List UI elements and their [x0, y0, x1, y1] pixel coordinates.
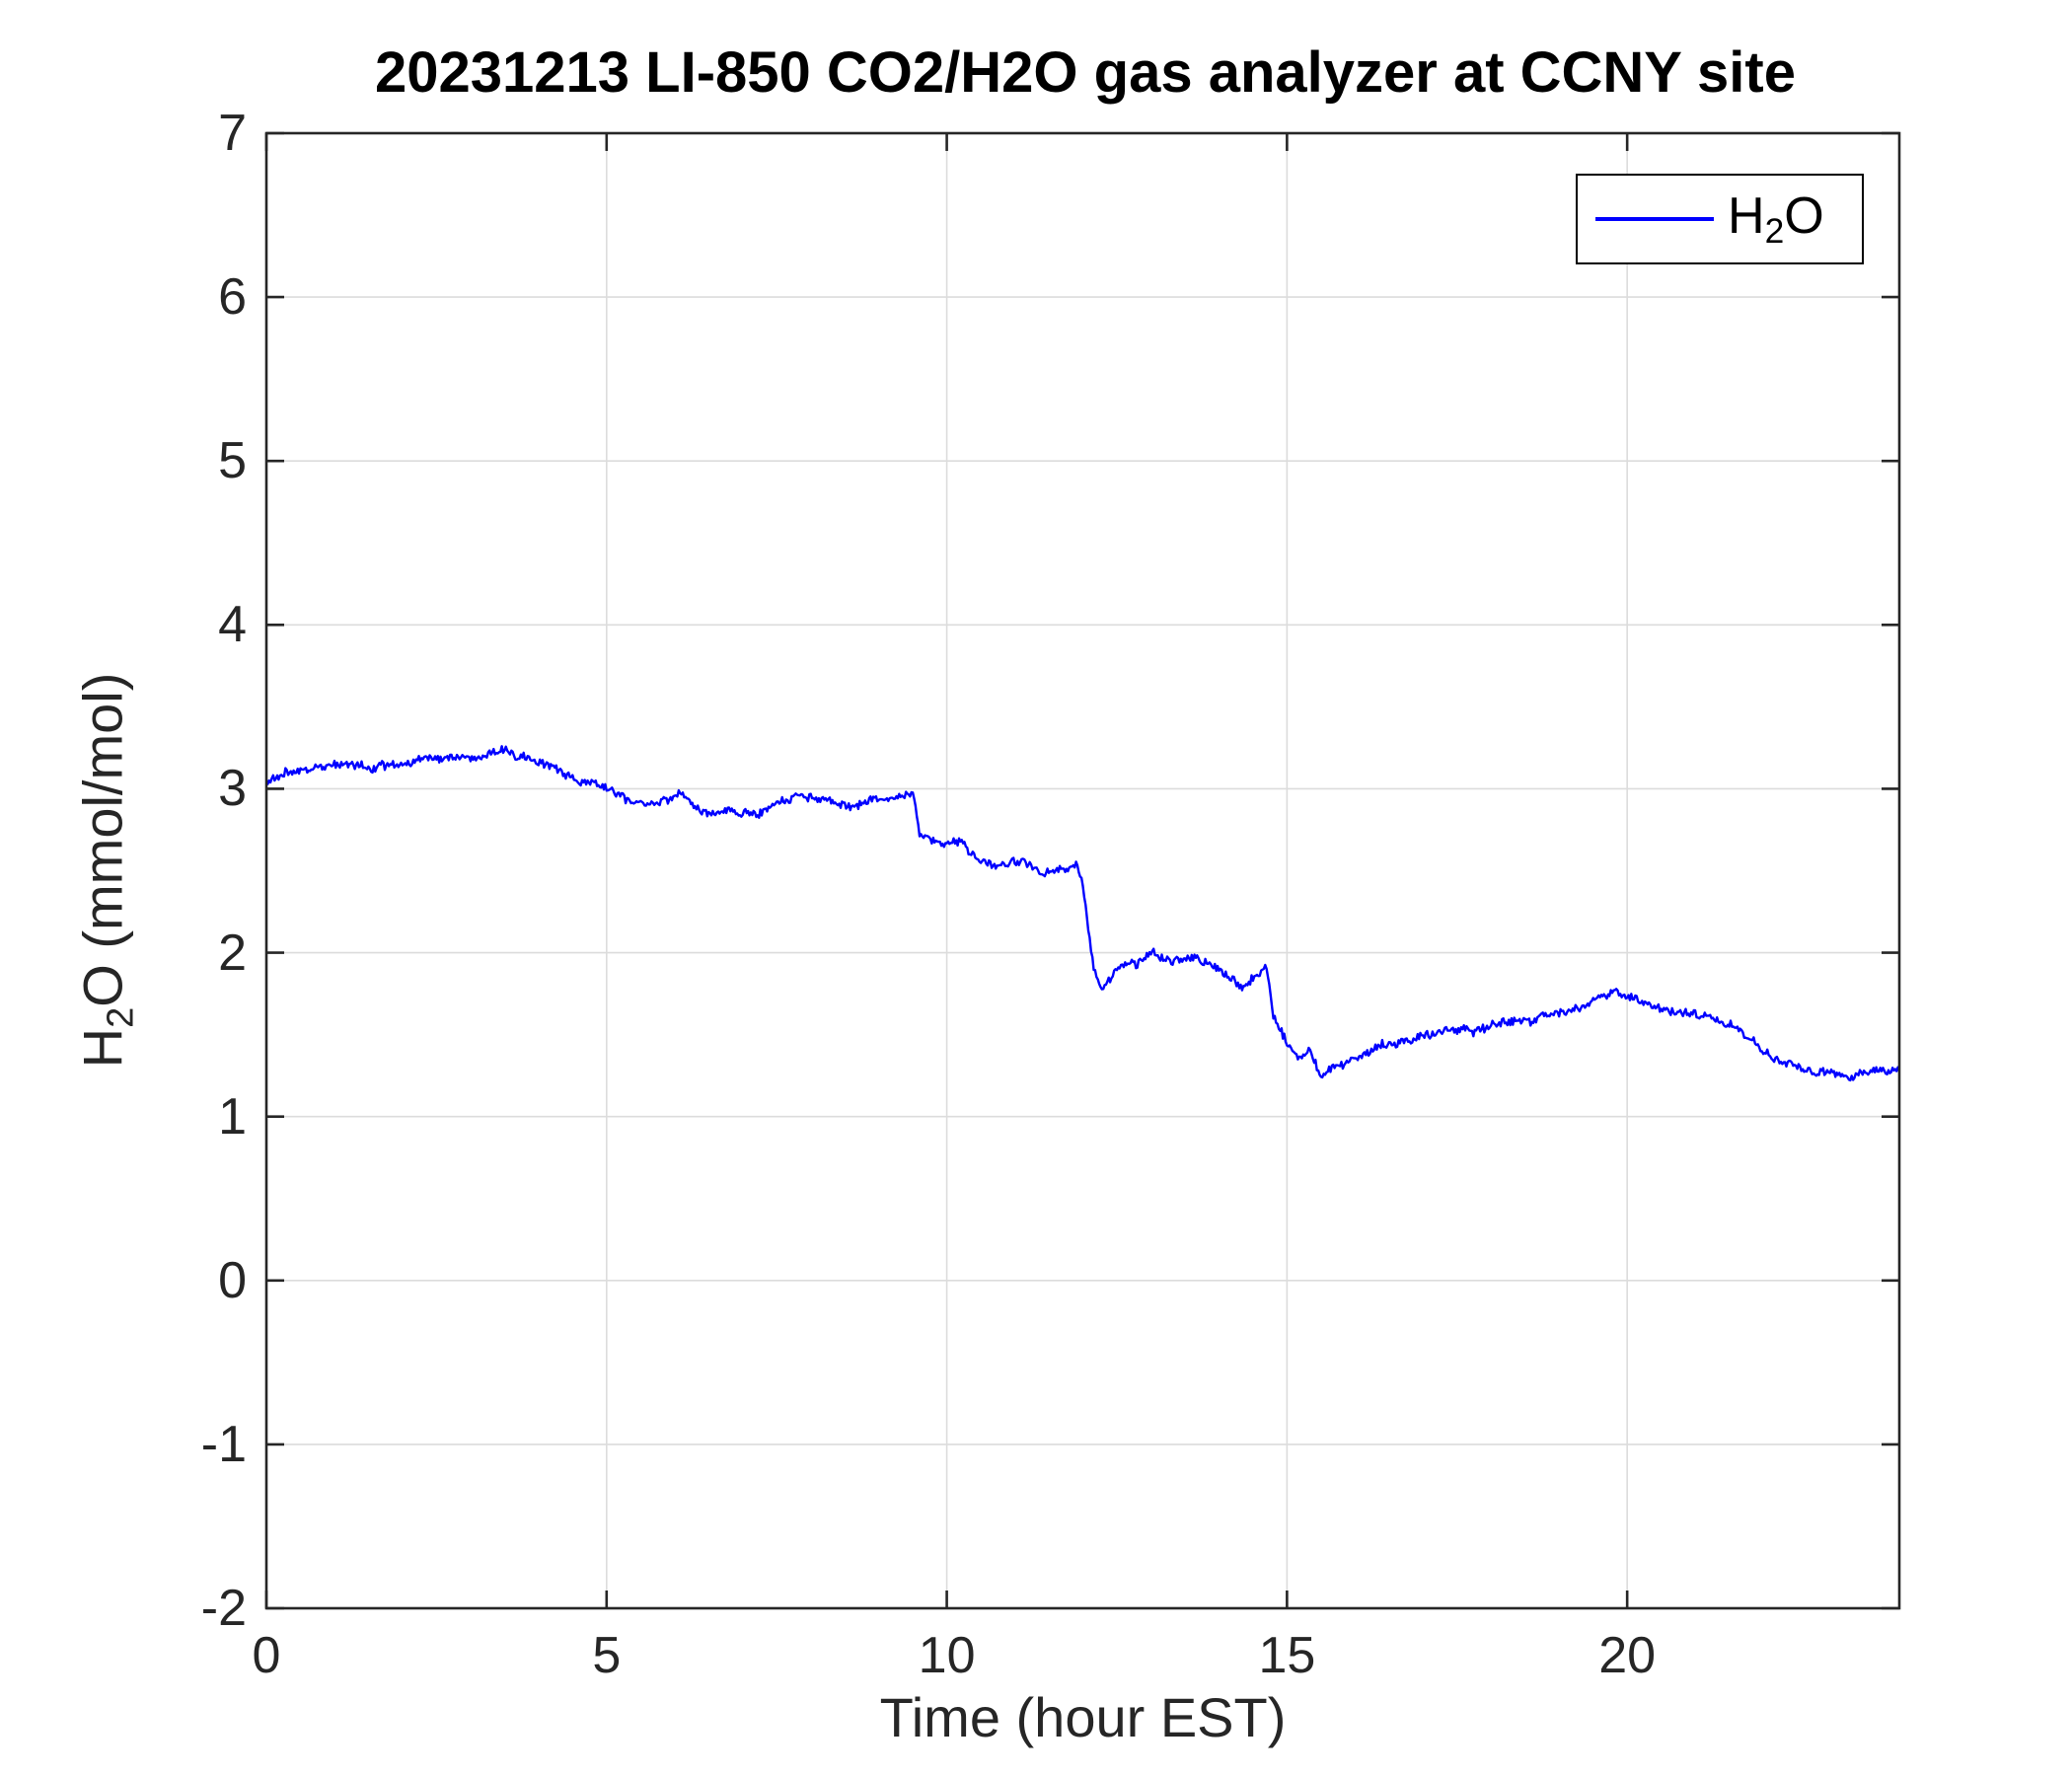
y-axis-label: H2O (mmol/mol): [71, 672, 142, 1069]
x-tick-label: 0: [252, 1627, 281, 1684]
y-tick-label: 4: [218, 596, 247, 654]
x-tick-label: 10: [918, 1627, 976, 1684]
x-tick-label: 20: [1598, 1627, 1657, 1684]
y-tick-label: 2: [218, 924, 247, 982]
x-axis-label: Time (hour EST): [879, 1686, 1287, 1748]
y-tick-label: 5: [218, 432, 247, 490]
x-tick-label: 15: [1258, 1627, 1316, 1684]
x-tick-label: 5: [592, 1627, 622, 1684]
y-tick-label: 3: [218, 760, 247, 818]
y-tick-label: 0: [218, 1251, 247, 1309]
y-tick-label: 1: [218, 1087, 247, 1146]
legend-line-sample: [1595, 217, 1714, 221]
axes-box: [264, 131, 1901, 1610]
legend-label-h2o: H2O: [1728, 187, 1824, 251]
chart-title: 20231213 LI-850 CO2/H2O gas analyzer at …: [374, 40, 1796, 105]
data-line-h2o: [266, 745, 1899, 1082]
y-tick-label: 6: [218, 268, 247, 327]
y-tick-label: -1: [200, 1415, 247, 1473]
y-tick-label: -2: [200, 1580, 247, 1637]
y-tick-label: 7: [218, 105, 247, 162]
legend: H2O: [1576, 174, 1864, 264]
